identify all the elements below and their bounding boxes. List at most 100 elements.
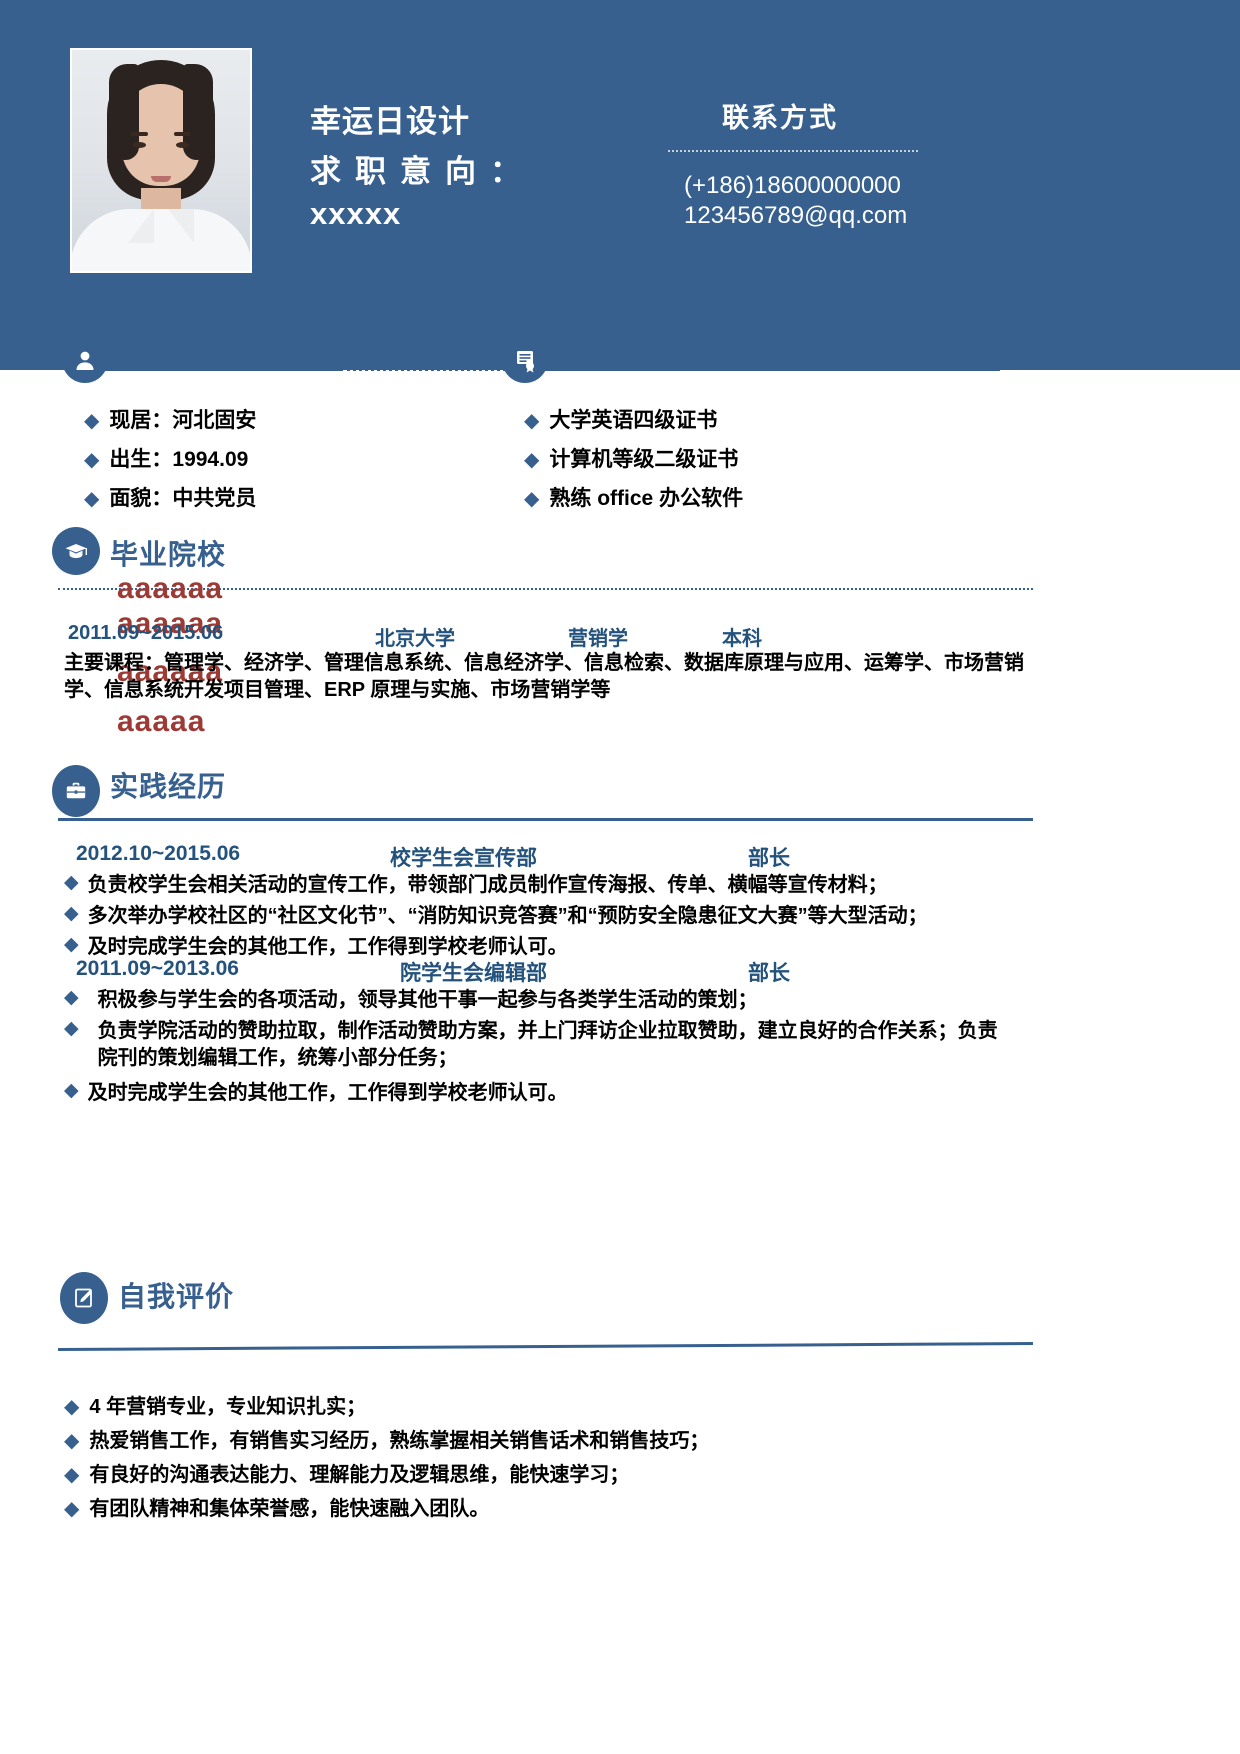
diamond-bullet-icon: ◆ bbox=[64, 934, 79, 955]
diamond-bullet-icon: ◆ bbox=[64, 872, 79, 893]
personal-info-text: 现居：河北固安 bbox=[109, 409, 257, 432]
list-item: ◆ 负责学院活动的赞助拉取，制作活动赞助方案，并上门拜访企业拉取赞助，建立良好的… bbox=[64, 1018, 1008, 1072]
education-divider bbox=[58, 588, 1033, 590]
graduation-cap-icon-glyph bbox=[52, 527, 100, 575]
pencil-note-icon bbox=[60, 1272, 108, 1324]
photo-collar-left bbox=[128, 209, 154, 243]
stray-text-4: aaaaa bbox=[117, 705, 206, 738]
photo-mouth bbox=[151, 176, 171, 182]
photo-shirt bbox=[72, 209, 250, 271]
briefcase-icon bbox=[52, 765, 100, 817]
job-bullet-text: 及时完成学生会的其他工作，工作得到学校老师认可。 bbox=[87, 1082, 568, 1104]
job-bullet-text: 负责学院活动的赞助拉取，制作活动赞助方案，并上门拜访企业拉取赞助，建立良好的合作… bbox=[97, 1020, 998, 1069]
certificates-divider-solid bbox=[545, 368, 1000, 371]
diamond-bullet-icon: ◆ bbox=[64, 903, 79, 924]
diamond-bullet-icon: ◆ bbox=[524, 410, 540, 432]
job-bullet-text: 及时完成学生会的其他工作，工作得到学校老师认可。 bbox=[87, 936, 568, 958]
list-item: ◆ 多次举办学校社区的“社区文化节”、“消防知识竞答赛”和“预防安全隐患征文大赛… bbox=[64, 903, 1018, 930]
certificate-icon bbox=[502, 337, 548, 383]
personal-info-list: ◆ 现居：河北固安 ◆ 出生：1994.09 ◆ 面貌：中共党员 bbox=[84, 404, 256, 521]
certificate-list: ◆ 大学英语四级证书 ◆ 计算机等级二级证书 ◆ 熟练 office 办公软件 bbox=[524, 404, 743, 521]
list-item: ◆ 熟练 office 办公软件 bbox=[524, 482, 743, 512]
evaluation-text: 热爱销售工作，有销售实习经历，熟练掌握相关销售话术和销售技巧； bbox=[89, 1430, 710, 1452]
job-bullet-text: 多次举办学校社区的“社区文化节”、“消防知识竞答赛”和“预防安全隐患征文大赛”等… bbox=[87, 905, 928, 927]
photo-eye-right bbox=[176, 142, 189, 148]
evaluation-text: 4 年营销专业，专业知识扎实； bbox=[89, 1396, 367, 1418]
job-org: 院学生会编辑部 bbox=[400, 962, 547, 985]
list-item: ◆ 及时完成学生会的其他工作，工作得到学校老师认可。 bbox=[64, 1080, 1018, 1107]
diamond-bullet-icon: ◆ bbox=[64, 1464, 80, 1486]
education-school: 北京大学 bbox=[375, 628, 455, 650]
diamond-bullet-icon: ◆ bbox=[64, 1080, 79, 1101]
list-item: ◆ 大学英语四级证书 bbox=[524, 404, 743, 434]
contact-email: 123456789@qq.com bbox=[684, 202, 908, 229]
self-evaluation-divider bbox=[57, 1342, 1033, 1351]
experience-divider bbox=[58, 818, 1033, 821]
list-item: ◆ 有良好的沟通表达能力、理解能力及逻辑思维，能快速学习； bbox=[64, 1458, 629, 1487]
job-role: 部长 bbox=[748, 962, 790, 985]
section-title-self-evaluation: 自我评价 bbox=[118, 1281, 235, 1312]
job-role: 部长 bbox=[748, 847, 790, 870]
section-title-experience: 实践经历 bbox=[110, 771, 227, 802]
photo-brow-right bbox=[174, 132, 191, 136]
pencil-note-icon-glyph bbox=[60, 1272, 108, 1324]
diamond-bullet-icon: ◆ bbox=[84, 449, 100, 471]
certificate-text: 大学英语四级证书 bbox=[549, 409, 718, 432]
list-item: ◆ 4 年营销专业，专业知识扎实； bbox=[64, 1390, 366, 1419]
stray-text-1: aaaaaa bbox=[117, 572, 224, 605]
personal-divider-solid bbox=[105, 368, 340, 371]
list-item: ◆ 出生：1994.09 bbox=[84, 443, 256, 473]
evaluation-text: 有良好的沟通表达能力、理解能力及逻辑思维，能快速学习； bbox=[89, 1464, 630, 1486]
photo-collar-right bbox=[168, 209, 194, 243]
photo-eye-left bbox=[133, 142, 146, 148]
list-item: ◆ 面貌：中共党员 bbox=[84, 482, 256, 512]
graduation-cap-icon bbox=[52, 527, 100, 575]
job-objective-value: xxxxx bbox=[310, 196, 402, 231]
personal-divider-dotted bbox=[340, 368, 530, 371]
user-icon bbox=[62, 337, 108, 383]
list-item: ◆ 热爱销售工作，有销售实习经历，熟练掌握相关销售话术和销售技巧； bbox=[64, 1424, 709, 1453]
diamond-bullet-icon: ◆ bbox=[64, 1018, 79, 1039]
education-major: 营销学 bbox=[568, 628, 628, 650]
diamond-bullet-icon: ◆ bbox=[64, 987, 79, 1008]
certificate-icon-glyph bbox=[502, 337, 548, 383]
diamond-bullet-icon: ◆ bbox=[84, 410, 100, 432]
list-item: ◆ 积极参与学生会的各项活动，领导其他干事一起参与各类学生活动的策划； bbox=[64, 987, 1018, 1014]
diamond-bullet-icon: ◆ bbox=[524, 449, 540, 471]
job-period: 2012.10~2015.06 bbox=[76, 842, 241, 865]
section-title-education: 毕业院校 bbox=[110, 539, 227, 570]
list-item: ◆ 现居：河北固安 bbox=[84, 404, 256, 434]
job-bullet-text: 负责校学生会相关活动的宣传工作，带领部门成员制作宣传海报、传单、横幅等宣传材料； bbox=[87, 874, 888, 896]
list-item: ◆ 及时完成学生会的其他工作，工作得到学校老师认可。 bbox=[64, 934, 1018, 961]
contact-title: 联系方式 bbox=[722, 103, 838, 133]
diamond-bullet-icon: ◆ bbox=[64, 1396, 80, 1418]
diamond-bullet-icon: ◆ bbox=[64, 1498, 80, 1520]
evaluation-text: 有团队精神和集体荣誉感，能快速融入团队。 bbox=[89, 1498, 490, 1520]
diamond-bullet-icon: ◆ bbox=[84, 488, 100, 510]
education-period: 2011.09~2015.06 bbox=[68, 622, 224, 644]
personal-info-text: 面貌：中共党员 bbox=[109, 487, 257, 510]
avatar bbox=[70, 48, 252, 273]
list-item: ◆ 负责校学生会相关活动的宣传工作，带领部门成员制作宣传海报、传单、横幅等宣传材… bbox=[64, 872, 1018, 899]
contact-divider bbox=[668, 150, 918, 152]
education-degree: 本科 bbox=[722, 628, 762, 650]
job-bullet-text: 积极参与学生会的各项活动，领导其他干事一起参与各类学生活动的策划； bbox=[97, 989, 758, 1011]
list-item: ◆ 有团队精神和集体荣誉感，能快速融入团队。 bbox=[64, 1492, 489, 1521]
diamond-bullet-icon: ◆ bbox=[64, 1430, 80, 1452]
job-period: 2011.09~2013.06 bbox=[76, 957, 239, 980]
candidate-name: 幸运日设计 bbox=[310, 104, 470, 139]
contact-phone: (+186)18600000000 bbox=[684, 172, 901, 199]
stray-text-2: aaaaaa bbox=[117, 607, 224, 640]
job-objective-label: 求职意向： bbox=[310, 154, 535, 189]
diamond-bullet-icon: ◆ bbox=[524, 488, 540, 510]
certificate-text: 熟练 office 办公软件 bbox=[549, 487, 744, 510]
user-icon-glyph bbox=[62, 337, 108, 383]
photo-brow-left bbox=[131, 132, 148, 136]
list-item: ◆ 计算机等级二级证书 bbox=[524, 443, 743, 473]
briefcase-icon-glyph bbox=[52, 765, 100, 817]
certificate-text: 计算机等级二级证书 bbox=[549, 448, 739, 471]
job-org: 校学生会宣传部 bbox=[390, 847, 537, 870]
resume-header: 幸运日设计 求职意向： xxxxx 联系方式 (+186)18600000000… bbox=[0, 0, 1240, 370]
stray-text-3: aaaaaa bbox=[117, 655, 224, 688]
